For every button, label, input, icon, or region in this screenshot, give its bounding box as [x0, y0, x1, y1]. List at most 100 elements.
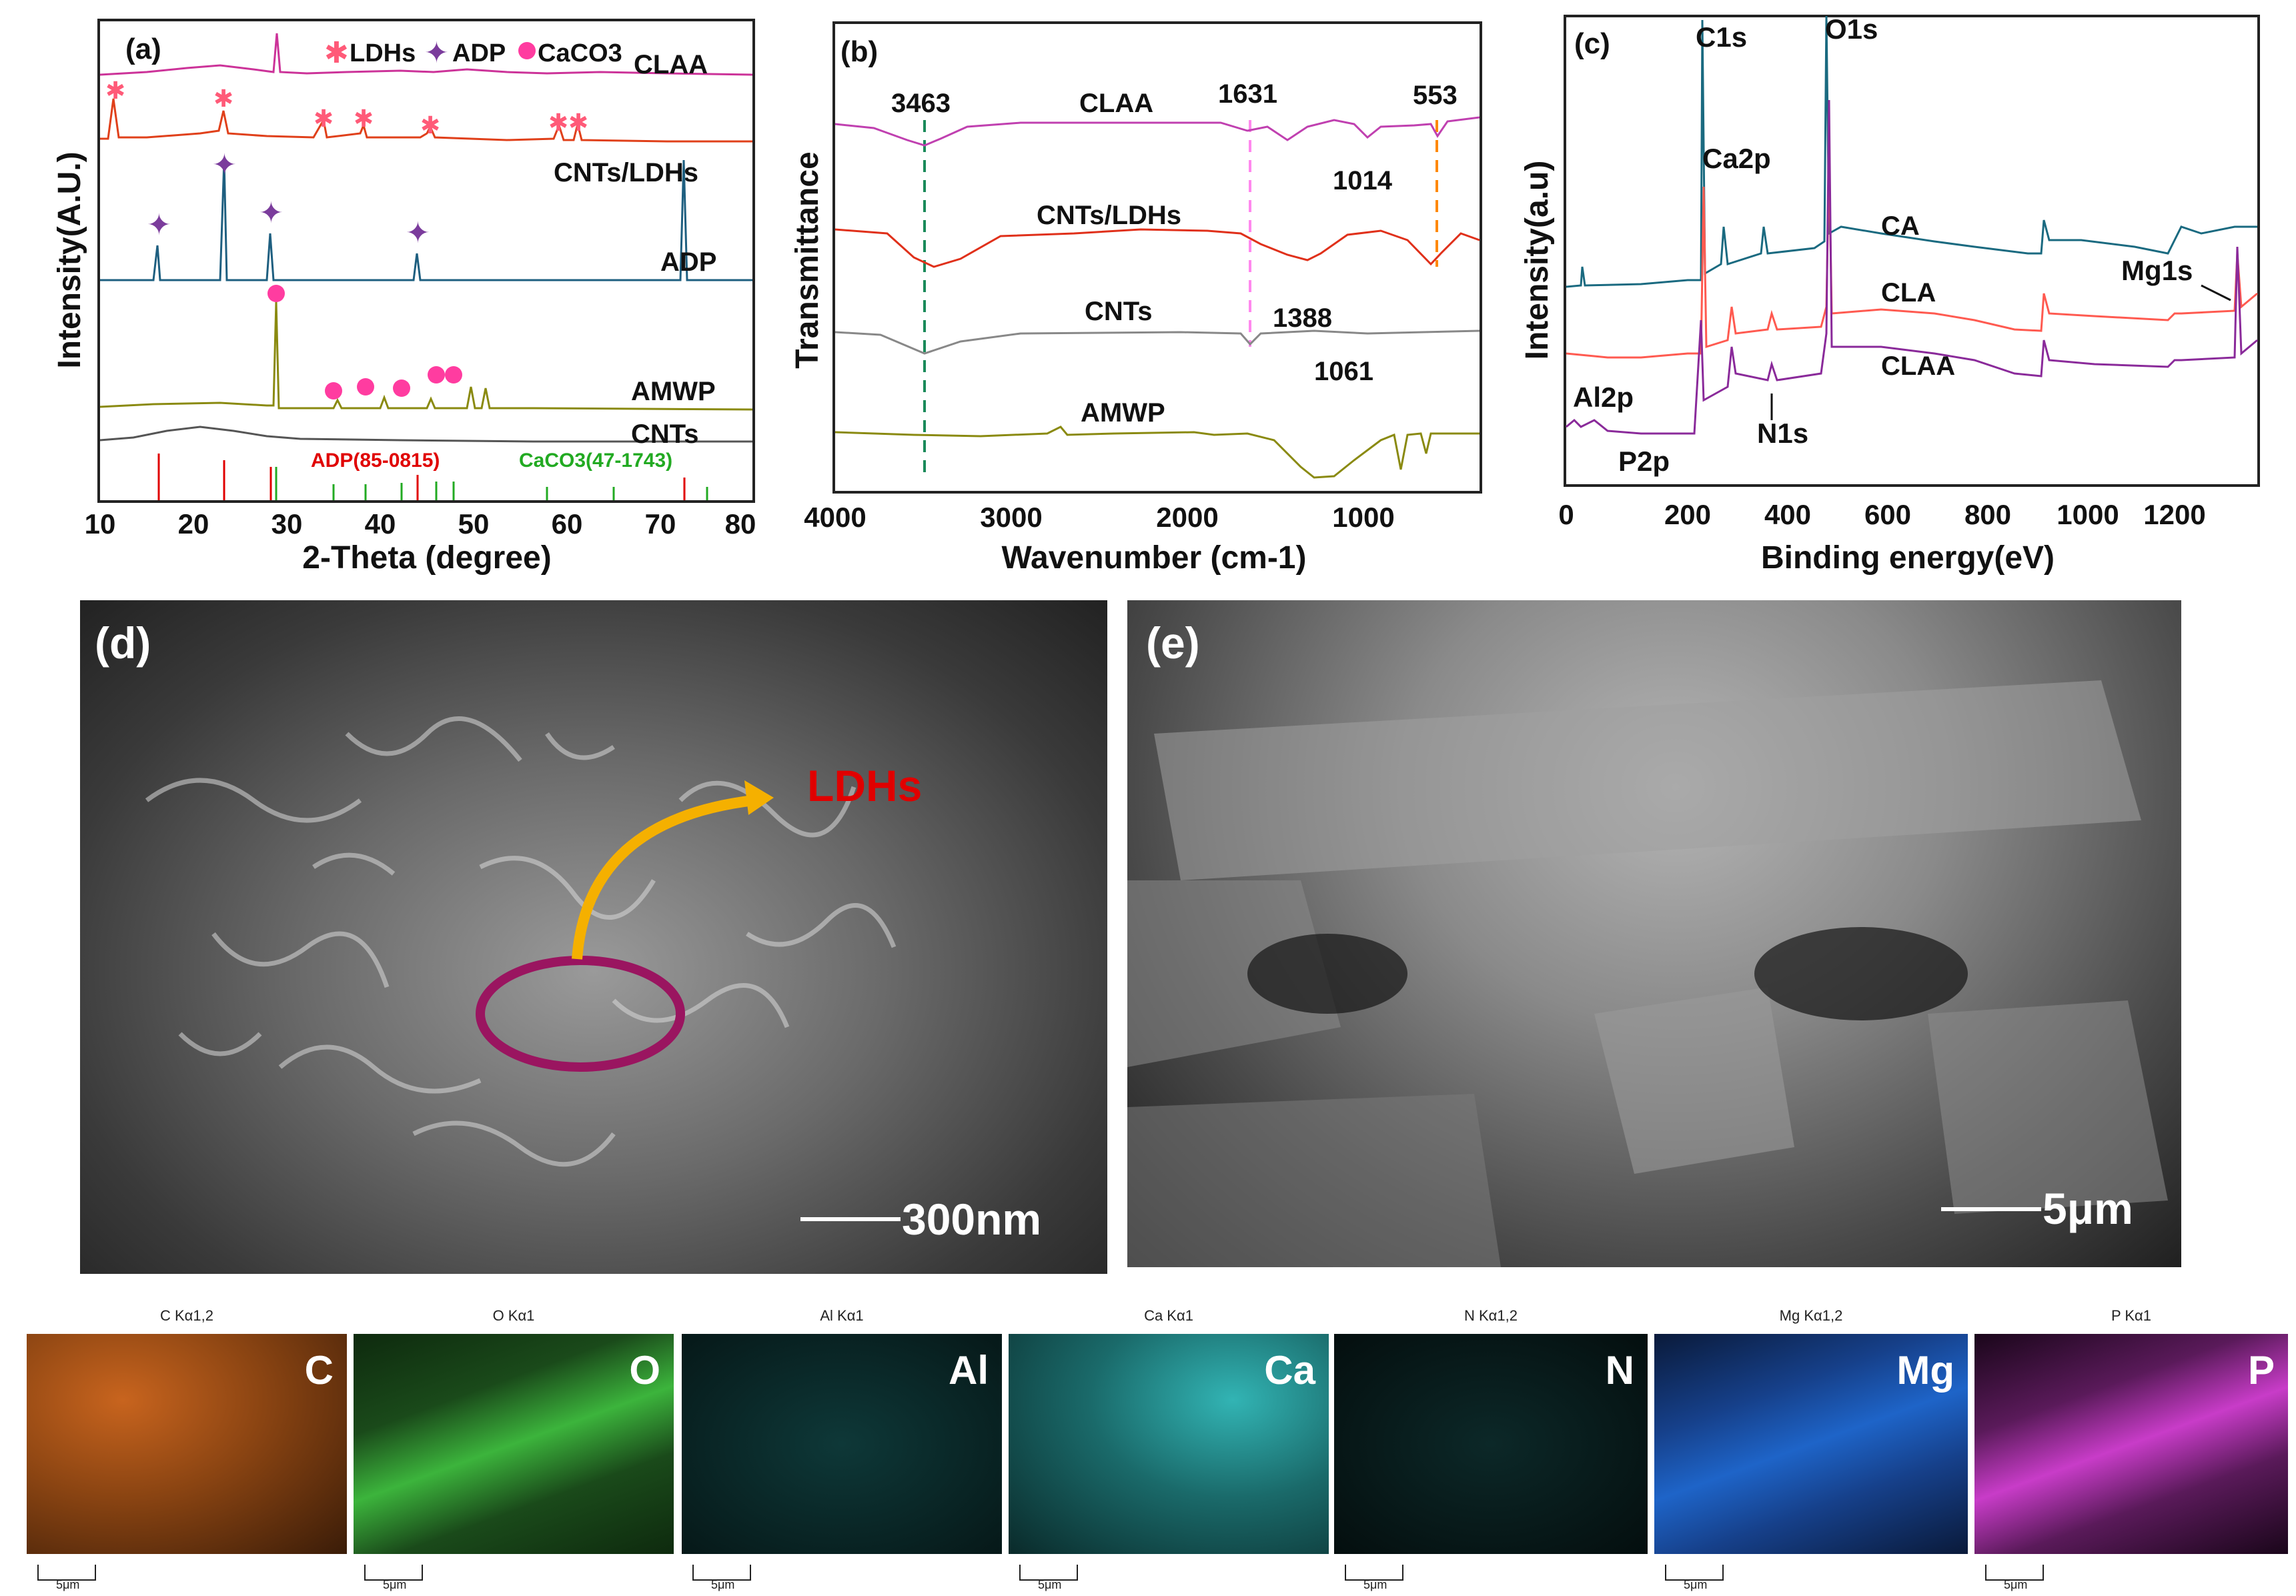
eds-map-p: P: [1974, 1334, 2288, 1554]
caco3-marker: [325, 382, 342, 400]
xrd-trace-cnts-ldhs: [100, 98, 752, 143]
eds-element-o: O: [629, 1348, 660, 1393]
ldhs-star-icon: ✱: [324, 37, 349, 69]
eds-scale-text: 5μm: [1684, 1578, 1708, 1591]
sem-d-scalebar: [800, 1217, 901, 1221]
adp-star-icon: ✦: [424, 37, 449, 69]
xrd-xtick: 20: [178, 508, 209, 540]
eds-map-ca: Ca: [1009, 1334, 1329, 1554]
caco3-marker: [393, 379, 410, 397]
nanotube-texture: [145, 716, 897, 1167]
eds-title-al: Al Kα1: [820, 1307, 864, 1324]
eds-scale-text: 5μm: [383, 1578, 407, 1591]
ftir-xtick: 4000: [804, 502, 866, 533]
xrd-trace-cnts: [99, 426, 752, 443]
eds-element-p: P: [2247, 1348, 2275, 1393]
xrd-xtick: 10: [85, 508, 116, 540]
eds-scale-text: 5μm: [1363, 1578, 1387, 1591]
particle-texture: [1127, 680, 2168, 1267]
sem-e-label: (e): [1146, 618, 1200, 668]
xps-peak-o1s: O1s: [1825, 13, 1878, 45]
eds-scale-text: 5μm: [56, 1578, 80, 1591]
peak-label-3463: 3463: [891, 89, 951, 118]
ref-caco3-label: CaCO3(47-1743): [519, 450, 672, 472]
eds-scalebar: [1345, 1565, 1403, 1581]
sem-e-scale-text: 5μm: [2043, 1184, 2133, 1233]
sem-d-annotation: LDHs: [807, 761, 923, 810]
xps-peak-p2p: P2p: [1618, 446, 1670, 477]
xps-xtick: 200: [1664, 499, 1711, 530]
xrd-xtick: 50: [458, 508, 490, 540]
xps-xtick: 1200: [2143, 499, 2205, 530]
ftir-trace-cnts: [834, 329, 1480, 355]
legend-adp: ADP: [452, 39, 506, 67]
xps-trace-ca: [1566, 15, 2257, 288]
xps-peak-n1s: N1s: [1757, 418, 1808, 449]
ftir-panel-label: (b): [840, 35, 878, 68]
ref-adp-label: ADP(85-0815): [311, 450, 440, 472]
eds-element-c: C: [304, 1348, 334, 1393]
eds-map-n: N: [1334, 1334, 1648, 1554]
xps-trace-claa: [1566, 99, 2258, 435]
eds-element-ca: Ca: [1264, 1348, 1315, 1393]
ftir-xlabel: Wavenumber (cm-1): [1002, 540, 1307, 576]
ftir-trace-label-amwp: AMWP: [1081, 398, 1165, 428]
ldhs-marker: ✱: [314, 105, 334, 132]
ftir-frame: [832, 21, 1482, 494]
ftir-ylabel: Transmittance: [790, 151, 825, 368]
xps-xtick: 600: [1864, 499, 1911, 530]
xps-xlabel: Binding energy(eV): [1761, 540, 2055, 576]
xrd-xtick: 80: [725, 508, 756, 540]
xps-chart: (c) CA CLA CLAA C1s O1s Ca2p Mg1s Al2p P…: [1520, 13, 2260, 576]
xrd-trace-label-adp: ADP: [660, 247, 716, 277]
eds-map-al: Al: [682, 1334, 1002, 1554]
xrd-trace-label-cnts: CNTs: [631, 420, 698, 449]
xps-trace-label-claa: CLAA: [1881, 351, 1955, 381]
ldhs-marker: ✱: [420, 111, 440, 139]
eds-element-al: Al: [949, 1348, 989, 1393]
ldhs-marker: ✱: [354, 105, 374, 132]
ftir-xtick: 1000: [1332, 502, 1394, 533]
xps-panel-label: (c): [1574, 27, 1610, 60]
ldhs-arrow: [572, 795, 754, 960]
peak-label-1388: 1388: [1273, 303, 1332, 333]
sem-d-label: (d): [95, 618, 151, 668]
adp-marker: ✦: [259, 197, 283, 229]
xps-trace-label-cla: CLA: [1881, 278, 1936, 307]
eds-map-mg: Mg: [1654, 1334, 1968, 1554]
legend-caco3: CaCO3: [538, 39, 622, 67]
xrd-trace-amwp: [99, 301, 753, 411]
ldhs-marker: ✱: [548, 109, 568, 136]
ftir-trace-label-claa: CLAA: [1079, 89, 1153, 118]
eds-title-ca: Ca Kα1: [1144, 1307, 1193, 1324]
eds-title-o: O Kα1: [492, 1307, 535, 1324]
xps-frame: [1564, 15, 2260, 487]
peak-label-1014: 1014: [1333, 166, 1393, 195]
xrd-xaxis: 10 20 30 40 50 60 70 80: [85, 508, 756, 540]
xrd-xtick: 60: [552, 508, 583, 540]
mg1s-arrow: [2201, 284, 2231, 301]
eds-scale-text: 5μm: [711, 1578, 735, 1591]
xps-trace-label-ca: CA: [1881, 211, 1920, 241]
xrd-trace-adp: [100, 159, 752, 281]
peak-label-1631: 1631: [1218, 79, 1277, 109]
xps-peak-c1s: C1s: [1696, 21, 1747, 53]
eds-scale-text: 5μm: [1038, 1578, 1062, 1591]
adp-marker: ✦: [147, 209, 171, 241]
eds-title-c: C Kα1,2: [160, 1307, 213, 1324]
ftir-chart: (b) 3463 1631 553 CLAA CNTs/LDHs 1014 13…: [790, 21, 1482, 576]
eds-scalebar: [1665, 1565, 1724, 1581]
xrd-trace-label-claa: CLAA: [634, 50, 708, 79]
eds-scale-text: 5μm: [2004, 1578, 2028, 1591]
ftir-trace-claa: [834, 116, 1480, 147]
xps-xtick: 800: [1964, 499, 2011, 530]
reference-sticks: [157, 454, 708, 500]
xrd-trace-claa: [99, 33, 753, 76]
caco3-dot-icon: [518, 42, 536, 59]
xps-peak-ca2p: Ca2p: [1702, 143, 1771, 174]
eds-element-n: N: [1605, 1348, 1634, 1393]
ldhs-annotation: [476, 780, 774, 1072]
eds-map-o: O: [354, 1334, 674, 1554]
eds-scalebar: [1019, 1565, 1078, 1581]
xrd-chart: (a) ✱ LDHs ✦ ADP CaCO3 CLAA CNTs/LDHs ✱ …: [52, 19, 756, 576]
